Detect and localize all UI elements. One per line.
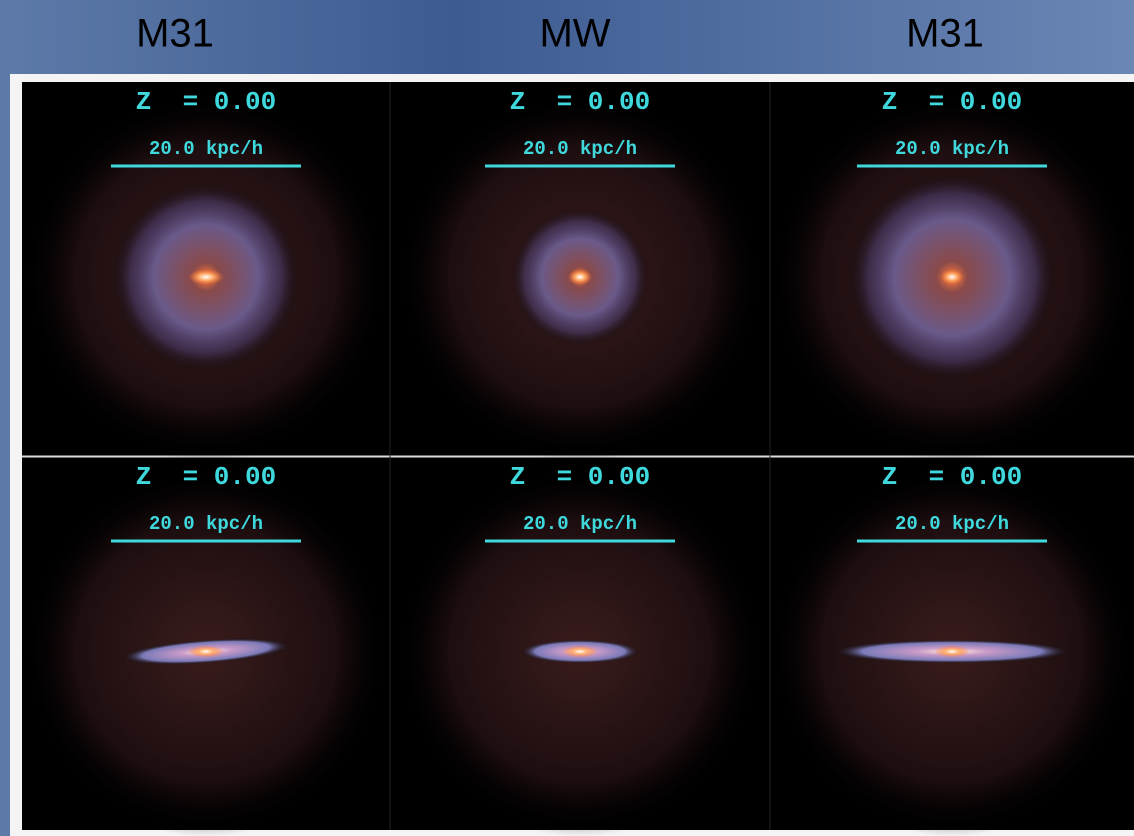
galaxy-core — [940, 269, 964, 285]
scale-label: 20.0 kpc/h — [149, 138, 263, 160]
scale-label: 20.0 kpc/h — [895, 138, 1009, 160]
redshift-label: Z = 0.00 — [882, 462, 1022, 492]
column-header: MW — [539, 12, 610, 56]
column-header: M31 — [136, 12, 214, 56]
slide: M31 MW M31 Z = 0.00 20.0 kpc/h Z = 0.00 20.0 k… — [0, 0, 1134, 836]
redshift-label: Z = 0.00 — [510, 462, 650, 492]
page: {"headers": ["M31", "MW", "M31"], "panel… — [0, 0, 1134, 836]
redshift-label: Z = 0.00 — [882, 87, 1022, 117]
galaxy-core — [188, 646, 224, 658]
scale-label: 20.0 kpc/h — [523, 138, 637, 160]
scale-label: 20.0 kpc/h — [895, 513, 1009, 535]
column-header: M31 — [906, 12, 984, 56]
galaxy-core — [562, 646, 598, 658]
galaxy-core — [188, 269, 224, 285]
redshift-label: Z = 0.00 — [136, 462, 276, 492]
scale-label: 20.0 kpc/h — [523, 513, 637, 535]
redshift-label: Z = 0.00 — [510, 87, 650, 117]
scale-label: 20.0 kpc/h — [149, 513, 263, 535]
redshift-label: Z = 0.00 — [136, 87, 276, 117]
galaxy-core — [934, 646, 970, 658]
galaxy-core — [568, 269, 592, 285]
